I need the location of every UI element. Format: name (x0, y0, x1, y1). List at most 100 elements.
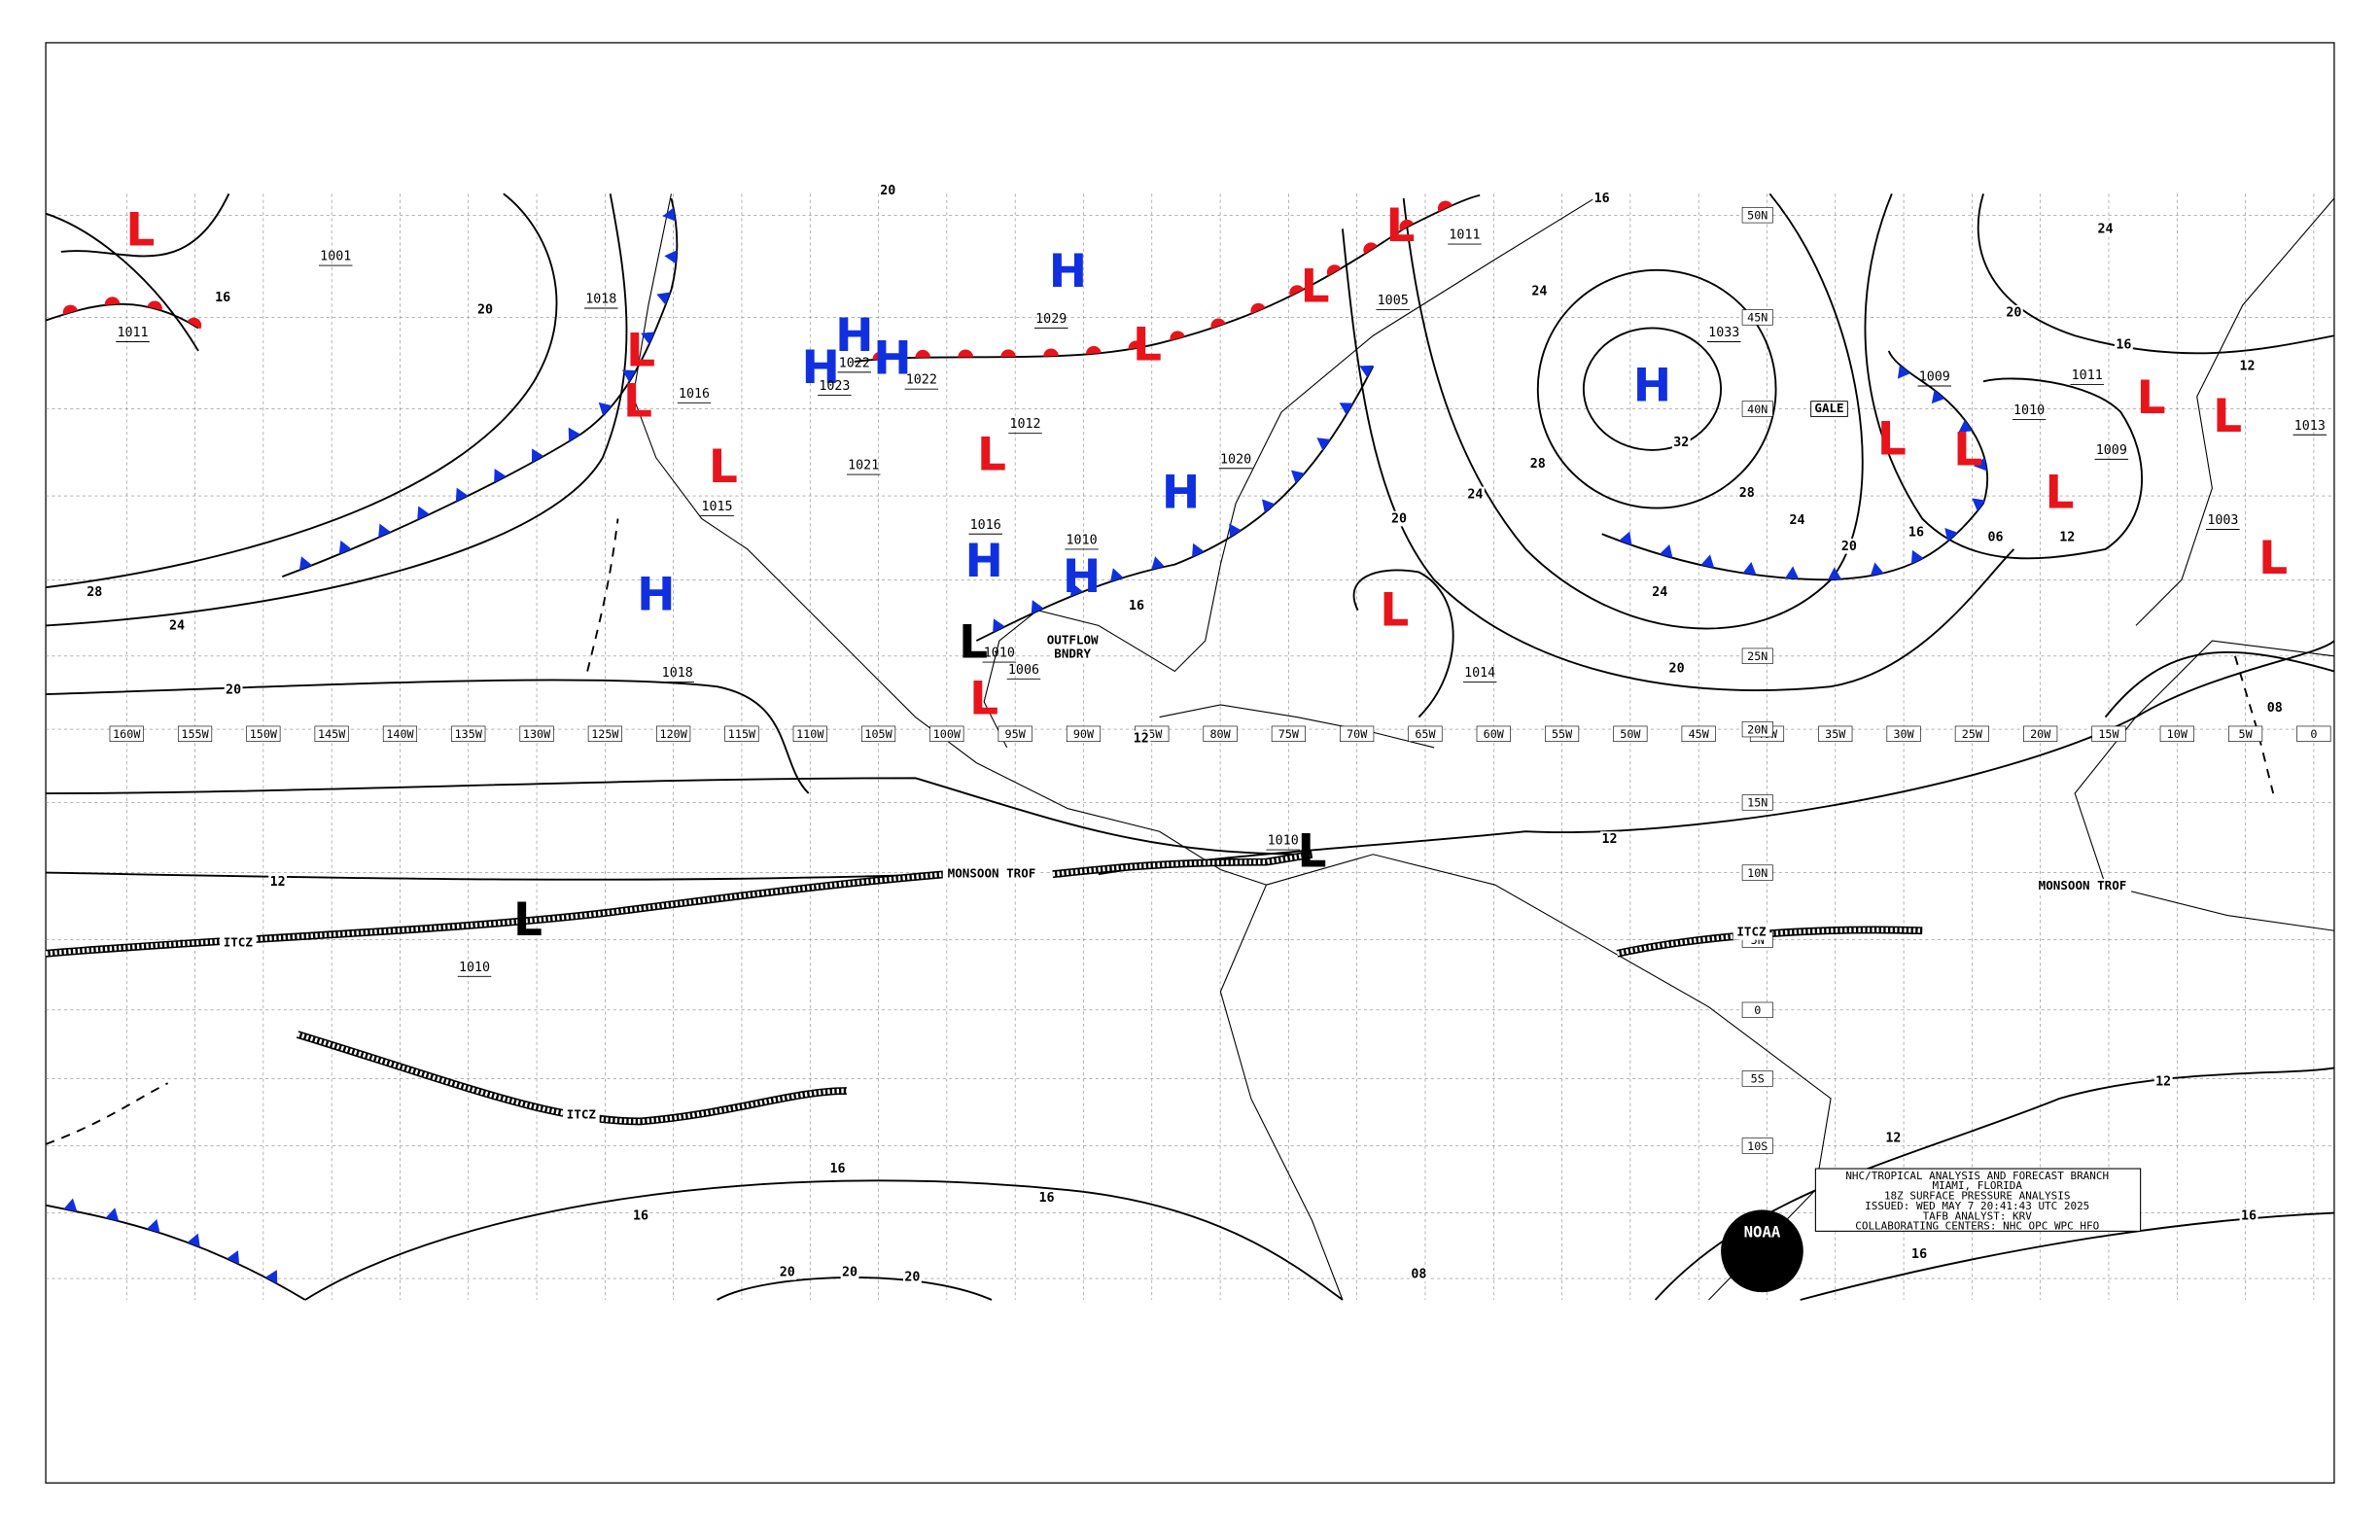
longitude-label: 120W (660, 727, 688, 741)
pressure-label: 1016 (970, 518, 1001, 533)
longitude-label-box (246, 725, 281, 742)
longitude-label-box (998, 725, 1032, 742)
isobar-label: 20 (842, 1266, 858, 1280)
cold-front-pip (1069, 582, 1083, 597)
triangle (1870, 562, 1884, 577)
triangle (1619, 531, 1632, 545)
triangle (298, 556, 313, 571)
pressure-label: 1010 (459, 961, 490, 975)
isobar-label: 16 (1908, 526, 1924, 541)
semicircle (147, 300, 162, 311)
fronts (45, 193, 1988, 1301)
isobar-label: 20 (780, 1266, 795, 1280)
pressure-label: 1009 (2096, 443, 2127, 458)
warm-front-pip (1000, 349, 1016, 358)
latitude-label-box (1741, 720, 1773, 738)
warm-front-pip (1128, 340, 1144, 350)
isobar-label: 12 (2239, 360, 2255, 374)
longitude-label: 100W (933, 727, 962, 741)
pressure-label: 1012 (1009, 417, 1040, 432)
pressure-label: 1005 (1378, 294, 1409, 308)
warm-front-pip (1250, 302, 1266, 314)
itcz-band-inner (297, 1032, 847, 1124)
semicircle (1128, 340, 1144, 350)
isobar (46, 871, 946, 881)
coastline (1159, 704, 1435, 749)
pressure-label: 1011 (1449, 228, 1480, 243)
pressure-label: 1006 (1008, 663, 1039, 678)
cold-front-pip (1339, 402, 1354, 415)
isobar (1352, 569, 1454, 718)
semicircle (1170, 331, 1185, 341)
pressure-center: L (1301, 261, 1330, 314)
triangle (1031, 600, 1044, 614)
isobar-label: 20 (1669, 661, 1685, 676)
cold-front-pip (1828, 567, 1842, 580)
pressure-center: L (626, 325, 655, 378)
isobar-label: 12 (1885, 1132, 1901, 1146)
annotation: GALE (1814, 401, 1843, 415)
semicircle (104, 297, 121, 305)
isobar-label-bg (1788, 512, 1806, 528)
isobar (1341, 228, 2015, 691)
latitude-label: 40N (1747, 402, 1768, 416)
longitude-label-box (1271, 725, 1306, 742)
pressure-label: 1010 (1067, 534, 1098, 548)
coastline (1219, 884, 1344, 1301)
triangle (417, 506, 430, 520)
longitude-label-box (1886, 725, 1921, 742)
annotation-bg (1050, 647, 1095, 663)
isobar-label-bg (1909, 1246, 1929, 1262)
triangle (1742, 561, 1757, 576)
pressure-center: H (802, 341, 840, 395)
pressure-center: L (2258, 532, 2288, 585)
triangle (1785, 566, 1800, 579)
pressure-label: 1020 (1220, 452, 1251, 467)
warm-front-pip (62, 304, 79, 315)
cold-front-pip (1870, 562, 1884, 577)
coastlines (632, 192, 2335, 1301)
longitude-label: 30W (1893, 727, 1914, 741)
isobar-label: 12 (1602, 832, 1618, 847)
longitude-label: 20W (2030, 727, 2051, 741)
longitude-label: 15W (2098, 727, 2119, 741)
warm-front-pip (104, 297, 121, 305)
pressure-label: 1029 (1035, 312, 1067, 327)
pressure-label: 1011 (2072, 368, 2103, 383)
isobar-label: 32 (1673, 436, 1689, 450)
noaa-logo (1721, 1209, 1803, 1293)
cold-front-pip (993, 618, 1005, 633)
isobar-label-bg (1737, 485, 1757, 501)
latitude-label-box (1741, 864, 1773, 881)
trough (2234, 655, 2275, 794)
triangle (1700, 554, 1715, 569)
isobar-label: 12 (1134, 732, 1149, 747)
pressure-center: L (623, 374, 652, 428)
triangle (1944, 528, 1958, 542)
longitude-label: 155W (181, 727, 209, 741)
longitude-label: 125W (591, 727, 619, 741)
semicircle (915, 349, 931, 358)
info-line: TAFB ANALYST: KRV (1923, 1209, 2033, 1222)
triangle (63, 1198, 78, 1212)
annotation-bg (2033, 878, 2132, 894)
warm-front-pip (1289, 285, 1305, 297)
longitude-label-box (1340, 725, 1375, 742)
cold-front-pip (1742, 561, 1757, 576)
coastline (632, 193, 1267, 886)
cold-front-pip (63, 1198, 78, 1212)
longitude-label-box (2228, 725, 2263, 742)
isobar-label: 12 (2155, 1075, 2171, 1090)
triangle (455, 487, 469, 503)
isobar-label-bg (475, 301, 495, 318)
cold-front-pip (568, 427, 581, 442)
annotation: MONSOON TROF (2039, 878, 2127, 892)
pressure-center: L (1877, 413, 1907, 467)
longitude-label-box (1818, 725, 1853, 742)
pressure-center: L (1953, 424, 1982, 477)
cold-front-pip (264, 1270, 278, 1284)
semicircle (1399, 219, 1415, 231)
warm-front (854, 193, 1481, 363)
isobar-label: 06 (1988, 530, 2004, 544)
